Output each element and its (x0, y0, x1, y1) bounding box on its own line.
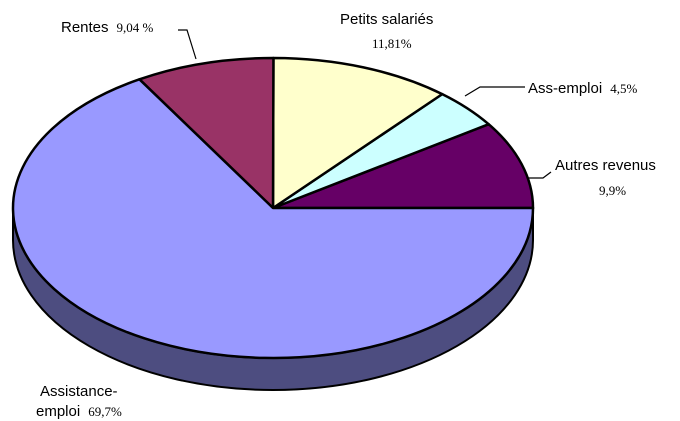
label-rentes: Rentes 9,04 % (61, 19, 154, 36)
label-autres-revenus: Autres revenus (555, 157, 656, 174)
leader-lines (178, 29, 552, 179)
label-petits-salaries: Petits salariés (340, 11, 433, 28)
label-assistance-emploi-line2: emploi 69,7% (36, 403, 122, 420)
label-ass-emploi: Ass-emploi 4,5% (528, 80, 637, 97)
label-assistance-emploi: Assistance- (40, 383, 118, 400)
slice-assistance-emploi (11, 78, 535, 360)
value-autres-revenus: 9,9% (599, 183, 626, 198)
value-petits-salaries: 11,81% (372, 36, 412, 51)
leader-line-3 (178, 29, 197, 60)
leader-line-2 (464, 86, 525, 97)
slice-petits-salaries (271, 56, 444, 210)
slice-rentes (138, 56, 275, 210)
pie-top-layer (11, 56, 535, 360)
slice-autres-revenus (271, 122, 535, 210)
leader-line-1 (527, 171, 552, 179)
